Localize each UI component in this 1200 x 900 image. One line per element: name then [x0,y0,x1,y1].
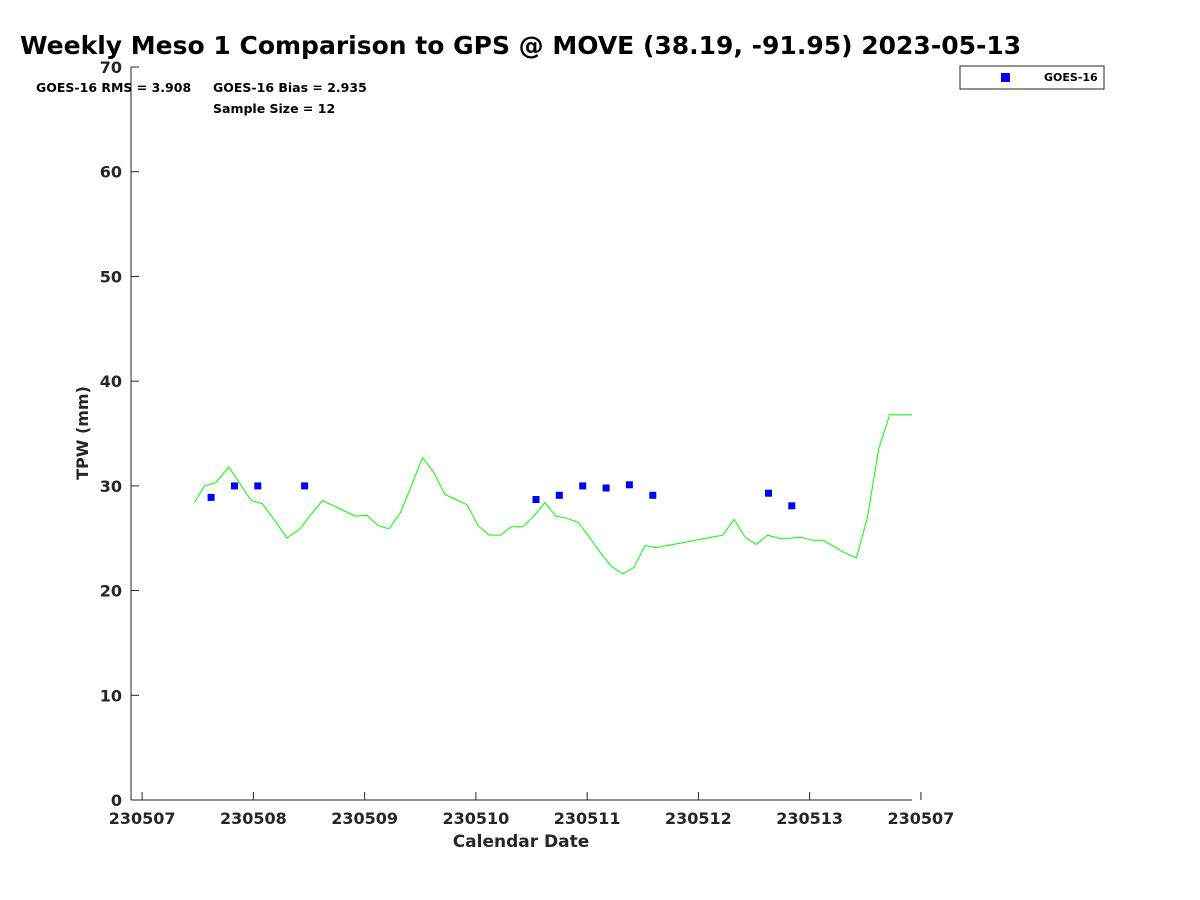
chart-title: Weekly Meso 1 Comparison to GPS @ MOVE (… [20,31,1021,60]
y-tick-label: 0 [111,791,122,810]
y-tick-label: 30 [100,477,122,496]
x-tick-label: 230507 [888,809,955,828]
stat-sample-size: Sample Size = 12 [213,101,335,116]
data-point-goes16 [765,489,772,497]
y-tick-label: 50 [100,267,122,286]
data-point-goes16 [301,482,309,490]
data-point-goes16 [649,491,657,499]
data-point-goes16 [207,493,215,501]
plot-area: 0 10 20 30 40 50 60 70 230507 230508 230509 230510… [100,58,955,828]
y-axis-label: TPW (mm) [73,386,92,480]
x-tick-label: 230510 [442,809,509,828]
y-tick-label: 20 [100,582,122,601]
y-ticks: 0 10 20 30 40 50 60 70 [100,58,139,810]
series-points-goes16 [207,481,796,510]
data-point-goes16 [788,502,796,510]
x-tick-label: 230507 [109,809,176,828]
stat-rms: GOES-16 RMS = 3.908 [36,80,191,95]
x-tick-label: 230508 [220,809,287,828]
data-point-goes16 [579,482,587,490]
x-tick-label: 230512 [665,809,732,828]
y-tick-label: 10 [100,686,122,705]
series-line-gps [193,414,912,575]
legend-label-goes16: GOES-16 [1044,71,1098,84]
x-tick-label: 230513 [776,809,843,828]
x-tick-label: 230511 [554,809,621,828]
y-tick-label: 40 [100,372,122,391]
x-axis-label: Calendar Date [453,832,590,852]
data-point-goes16 [231,482,238,490]
data-point-goes16 [254,482,262,490]
y-tick-label: 60 [100,163,122,182]
legend-box [959,65,1105,90]
data-point-goes16 [625,481,633,489]
data-point-goes16 [532,496,540,503]
legend-marker-goes16 [1001,73,1010,82]
stat-bias: GOES-16 Bias = 2.935 [213,80,367,95]
x-ticks: 230507 230508 230509 230510 230511 230512 2305… [109,792,955,828]
legend: GOES-16 [959,65,1105,90]
data-point-goes16 [602,484,610,492]
y-tick-label: 70 [100,58,122,77]
x-tick-label: 230509 [331,809,398,828]
data-point-goes16 [555,491,563,499]
